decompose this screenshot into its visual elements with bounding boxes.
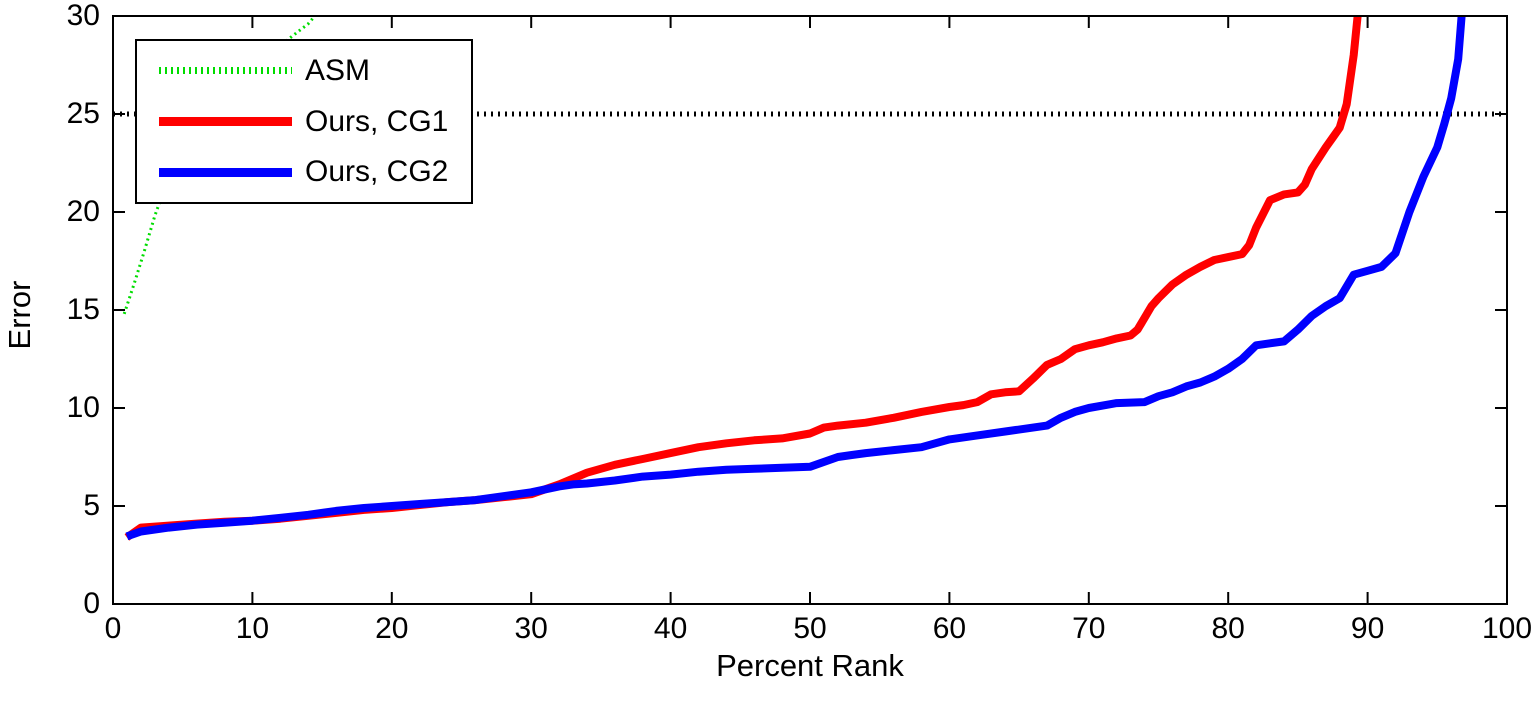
series-ours-cg2 [125,16,1466,541]
y-tick-label-10: 10 [66,391,100,424]
x-tick-label-20: 20 [375,612,409,645]
x-tick-label-90: 90 [1350,612,1385,645]
x-tick-label-60: 60 [932,612,967,645]
x-tick-label-10: 10 [235,612,270,645]
legend-label-ours-cg2: Ours, CG2 [305,155,449,189]
x-tick-label-50: 50 [793,612,827,645]
x-tick-label-30: 30 [514,612,548,645]
y-tick-label-0: 0 [83,587,100,620]
y-tick-label-5: 5 [83,489,100,522]
legend-item-ours-cg2: Ours, CG2 [159,147,471,197]
y-tick-label-20: 20 [66,195,100,228]
x-tick-label-40: 40 [653,612,688,645]
tick-marks [112,15,1508,605]
y-tick-label-25: 25 [66,97,100,130]
x-axis-label: Percent Rank [716,648,904,683]
legend-item-ours-cg1: Ours, CG1 [159,97,471,147]
legend-item-asm: ASM [159,46,471,96]
legend-label-ours-cg1: Ours, CG1 [305,104,449,138]
x-tick-label-70: 70 [1072,612,1106,645]
x-tick-label-0: 0 [104,612,122,645]
legend-line-sample-ours-cg2 [159,167,292,177]
y-tick-label-15: 15 [66,293,100,326]
legend-label-asm: ASM [305,53,371,87]
legend-line-sample-ours-cg1 [159,117,292,126]
x-tick-label-100: 100 [1481,612,1533,645]
legend: ASM Ours, CG1 Ours, CG2 [135,39,473,204]
x-tick-label-80: 80 [1211,612,1245,645]
legend-line-sample-asm [159,67,292,75]
y-tick-label-30: 30 [66,0,100,32]
